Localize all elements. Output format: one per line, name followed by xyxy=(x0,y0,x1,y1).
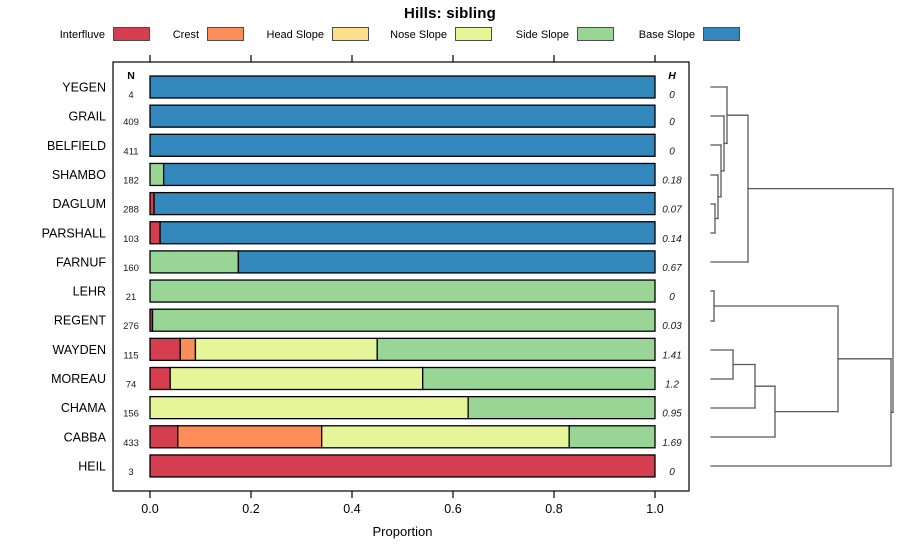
n-value: 276 xyxy=(123,321,139,332)
bar-segment-interfluve-moreau xyxy=(149,366,171,391)
h-value: 0.14 xyxy=(662,234,682,245)
legend-label-nose_slope: Nose Slope xyxy=(390,29,447,41)
bar-segment-side_slope-shambo xyxy=(149,162,165,187)
bar-segment-crest-wayden xyxy=(179,337,197,362)
row-label-belfield: BELFIELD xyxy=(47,139,106,153)
h-value: 0 xyxy=(669,146,675,157)
h-value: 0.67 xyxy=(662,263,682,274)
bar-segment-interfluve-cabba xyxy=(149,425,179,449)
row-label-heil: HEIL xyxy=(78,459,106,473)
h-value: 0.18 xyxy=(662,175,682,186)
bar-segment-side_slope-farnuf xyxy=(149,250,240,274)
bar-segment-side_slope-lehr xyxy=(149,279,656,303)
row-label-cabba: CABBA xyxy=(64,430,107,444)
legend-label-base_slope: Base Slope xyxy=(638,29,695,41)
bar-segment-side_slope-wayden xyxy=(376,337,656,362)
row-label-wayden: WAYDEN xyxy=(53,343,106,357)
axis-tick-label: 0.0 xyxy=(141,502,158,516)
bar-segment-side_slope-chama xyxy=(467,395,656,420)
bar-segment-nose_slope-chama xyxy=(149,395,469,420)
row-label-parshall: PARSHALL xyxy=(42,226,106,240)
bar-segment-base_slope-parshall xyxy=(159,221,656,245)
legend-label-head_slope: Head Slope xyxy=(266,29,325,41)
bar-segment-interfluve-wayden xyxy=(149,337,181,362)
n-value: 409 xyxy=(123,117,139,128)
bar-segment-base_slope-shambo xyxy=(162,162,656,187)
row-label-shambo: SHAMBO xyxy=(52,168,106,182)
h-value: 0 xyxy=(669,292,675,303)
legend-swatch-side_slope xyxy=(577,27,614,41)
row-label-regent: REGENT xyxy=(54,314,106,328)
n-value: 103 xyxy=(123,234,139,245)
bar-segment-base_slope-daglum xyxy=(153,191,656,216)
axis-tick-label: 0.8 xyxy=(545,502,562,516)
h-column-header: H xyxy=(668,70,676,82)
n-value: 115 xyxy=(123,350,138,361)
h-value: 1.69 xyxy=(662,438,682,449)
n-column-header: N xyxy=(127,70,135,82)
bar-segment-nose_slope-cabba xyxy=(321,425,570,449)
h-value: 0 xyxy=(669,117,675,128)
row-label-chama: CHAMA xyxy=(61,401,107,415)
n-value: 433 xyxy=(123,438,139,449)
axis-tick-label: 1.0 xyxy=(646,502,663,516)
n-value: 288 xyxy=(123,205,139,216)
bar-segment-base_slope-yegen xyxy=(149,75,656,99)
bar-segment-base_slope-belfield xyxy=(149,133,656,157)
h-value: 0.95 xyxy=(662,409,682,420)
h-value: 0.03 xyxy=(662,321,682,332)
legend-swatch-interfluve xyxy=(113,27,150,41)
h-value: 0.07 xyxy=(662,205,682,216)
n-value: 411 xyxy=(123,146,138,157)
n-value: 160 xyxy=(123,263,139,274)
n-value: 182 xyxy=(123,175,139,186)
n-value: 4 xyxy=(128,90,133,101)
axis-tick-label: 0.6 xyxy=(444,502,461,516)
legend-swatch-head_slope xyxy=(332,27,369,41)
axis-tick-label: 0.2 xyxy=(242,502,259,516)
bar-segment-side_slope-moreau xyxy=(422,366,656,391)
h-value: 0 xyxy=(669,90,675,101)
legend-label-side_slope: Side Slope xyxy=(515,29,569,41)
legend: Interfluve Crest Head Slope Nose Slope Side … xyxy=(0,0,900,46)
axis-tick-label: 0.4 xyxy=(343,502,360,516)
legend-swatch-nose_slope xyxy=(455,27,492,41)
row-label-daglum: DAGLUM xyxy=(53,197,106,211)
bar-segment-nose_slope-moreau xyxy=(169,366,424,391)
bar-segment-nose_slope-wayden xyxy=(194,337,378,362)
row-label-moreau: MOREAU xyxy=(51,372,106,386)
bar-segment-base_slope-grail xyxy=(149,104,656,128)
bar-segment-base_slope-farnuf xyxy=(237,250,656,274)
legend-label-interfluve: Interfluve xyxy=(59,29,105,41)
bar-segment-side_slope-cabba xyxy=(568,425,656,449)
legend-swatch-base_slope xyxy=(703,27,740,41)
n-value: 156 xyxy=(123,409,139,420)
h-value: 0 xyxy=(669,467,675,478)
x-axis-title: Proportion xyxy=(372,524,433,539)
chart-title: Hills: sibling xyxy=(404,5,496,22)
row-label-farnuf: FARNUF xyxy=(56,255,106,269)
row-label-yegen: YEGEN xyxy=(62,81,106,95)
n-value: 3 xyxy=(128,467,133,478)
legend-swatch-crest xyxy=(207,27,244,41)
h-value: 1.41 xyxy=(662,350,681,361)
row-label-lehr: LEHR xyxy=(73,285,106,299)
bar-segment-crest-cabba xyxy=(177,425,323,449)
legend-label-crest: Crest xyxy=(172,29,199,41)
bar-segment-interfluve-parshall xyxy=(149,221,161,245)
bar-segment-interfluve-heil xyxy=(149,454,656,478)
bar-segment-side_slope-regent xyxy=(151,308,656,332)
plot-panel xyxy=(112,61,690,492)
row-label-grail: GRAIL xyxy=(68,110,106,124)
h-value: 1.2 xyxy=(665,380,679,391)
n-value: 74 xyxy=(126,380,137,391)
n-value: 21 xyxy=(126,292,137,303)
